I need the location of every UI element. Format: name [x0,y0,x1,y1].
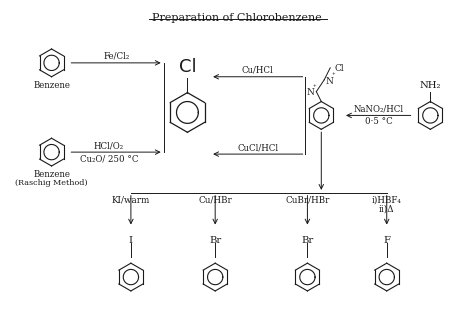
Text: Preparation of Chlorobenzene: Preparation of Chlorobenzene [152,13,322,23]
Text: ⁺: ⁺ [312,85,316,91]
Text: Cl: Cl [179,58,196,76]
Text: Cl: Cl [334,64,344,73]
Text: i)HBF₄: i)HBF₄ [372,196,401,205]
Text: F: F [383,236,390,245]
Text: NH₂: NH₂ [419,81,441,90]
Text: N: N [325,77,333,86]
Text: Cu/HBr: Cu/HBr [198,195,232,204]
Text: Benzene: Benzene [33,81,70,90]
Text: ii)Δ: ii)Δ [379,205,394,214]
Text: (Raschig Method): (Raschig Method) [15,179,88,187]
Text: NaNO₂/HCl: NaNO₂/HCl [354,105,404,114]
Text: Cu₂O/ 250 °C: Cu₂O/ 250 °C [80,154,138,163]
Text: Br: Br [209,236,221,245]
Text: CuBr/HBr: CuBr/HBr [285,195,329,204]
Text: I: I [129,236,133,245]
Text: Cu/HCl: Cu/HCl [242,66,273,75]
Text: KI/warm: KI/warm [112,195,150,204]
Text: Br: Br [301,236,313,245]
Text: N: N [307,88,314,97]
Text: 0·5 °C: 0·5 °C [365,118,392,126]
Text: CuCl/HCl: CuCl/HCl [237,143,278,152]
Text: Fe/Cl₂: Fe/Cl₂ [104,52,130,61]
Text: ⁺: ⁺ [331,73,335,79]
Text: HCl/O₂: HCl/O₂ [94,141,124,150]
Text: Benzene: Benzene [33,170,70,179]
